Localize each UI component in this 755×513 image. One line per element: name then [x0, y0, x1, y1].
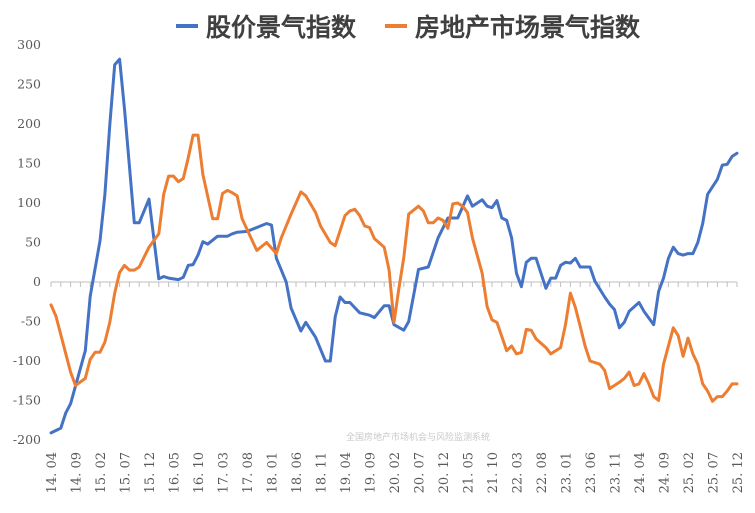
x-tick-label: 17. 03 [217, 452, 232, 493]
legend-label-realestate: 房地产市场景气指数 [415, 13, 641, 42]
x-tick-label: 24. 04 [633, 452, 648, 493]
legend-swatch-realestate [385, 24, 407, 28]
x-tick-label: 22. 08 [535, 452, 550, 493]
x-tick-label: 18. 01 [266, 452, 281, 493]
x-tick-label: 25. 07 [707, 452, 722, 493]
series-lines [49, 57, 739, 435]
x-tick-label: 23. 11 [609, 452, 624, 493]
x-tick-label: 18. 06 [290, 452, 305, 493]
x-tick-label: 15. 07 [119, 452, 134, 493]
y-tick-label: 200 [17, 116, 41, 131]
x-tick-label: 20. 12 [437, 452, 452, 493]
y-tick-label: -200 [13, 432, 41, 447]
x-tick-label: 25. 12 [731, 452, 746, 493]
y-tick-label: 0 [33, 274, 41, 289]
x-tick-label: 25. 02 [682, 452, 697, 493]
watermark: 全国房地产市场机会与风险监测系统 [346, 431, 490, 443]
x-tick-label: 18. 11 [315, 452, 330, 493]
x-tick-label: 14. 04 [45, 452, 60, 493]
y-tick-label: -50 [21, 314, 41, 329]
x-axis: 14. 04 14. 09 15. 02 15. 07 15. 12 16. 05 16. … [45, 281, 746, 493]
legend-item-realestate: 房地产市场景气指数 [385, 6, 640, 46]
x-tick-label: 20. 02 [388, 452, 403, 493]
x-tick-label: 19. 04 [339, 452, 354, 493]
x-tick-label: 23. 01 [560, 452, 575, 493]
x-tick-label: 14. 09 [70, 452, 85, 493]
legend-item-stock: 股价景气指数 [176, 6, 356, 46]
x-tick-label: 15. 02 [94, 452, 109, 493]
x-tick-label: 20. 07 [413, 452, 428, 493]
x-tick-label: 15. 12 [143, 452, 158, 493]
x-tick-label: 16. 05 [168, 452, 183, 493]
series-line-stock [49, 57, 739, 435]
x-tick-label: 22. 03 [511, 452, 526, 493]
x-tick-label: 24. 09 [658, 452, 673, 493]
x-tick-label: 16. 10 [192, 452, 207, 493]
x-tick-label: 23. 06 [584, 452, 599, 493]
x-tick-label: 21. 05 [462, 452, 477, 493]
x-tick-label: 17. 08 [241, 452, 256, 493]
legend: 股价景气指数 房地产市场景气指数 [0, 6, 755, 46]
y-tick-label: -100 [13, 353, 41, 368]
legend-label-stock: 股价景气指数 [206, 13, 357, 42]
y-tick-label: 100 [17, 195, 41, 210]
y-axis: 300 250 200 150 100 50 0 -50 -100 -150 -200 [13, 37, 41, 447]
series-line-realestate [49, 133, 739, 403]
y-tick-label: -150 [13, 393, 41, 408]
x-tick-label: 21. 10 [486, 452, 501, 493]
y-tick-label: 150 [17, 156, 41, 171]
legend-swatch-stock [176, 24, 198, 28]
y-tick-label: 50 [25, 235, 41, 250]
y-tick-label: 250 [17, 77, 41, 92]
x-tick-label: 19. 09 [364, 452, 379, 493]
y-tick-label: 300 [17, 37, 41, 52]
